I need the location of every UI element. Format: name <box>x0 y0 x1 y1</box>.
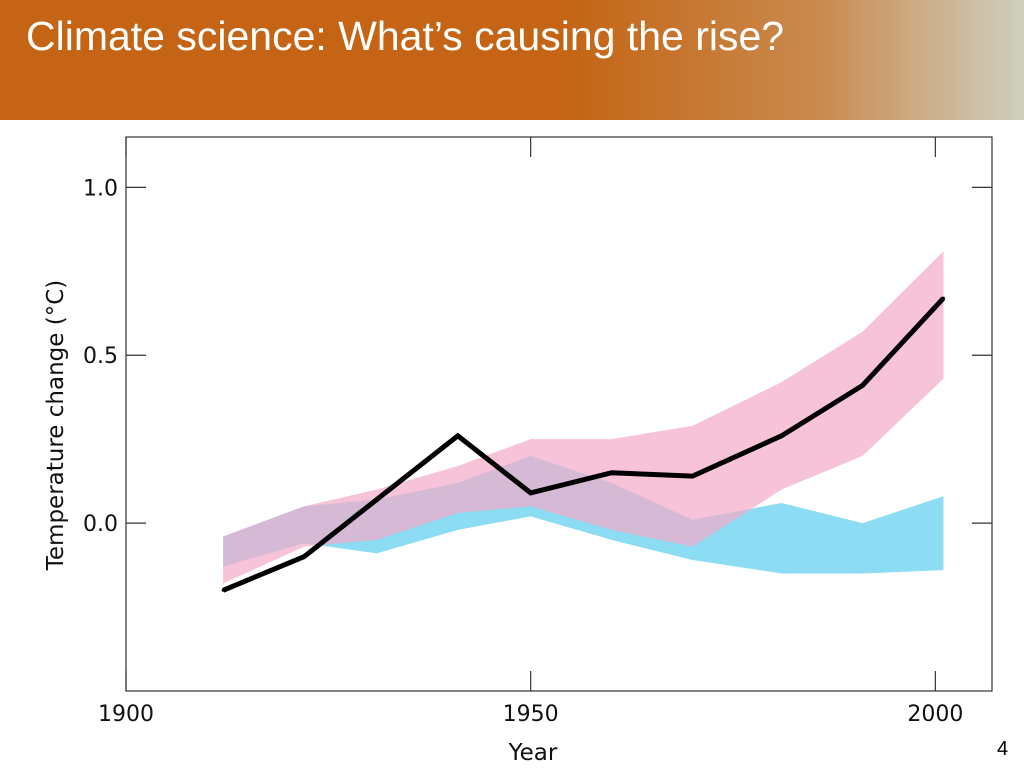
plot-frame <box>125 136 993 692</box>
model-bands <box>223 251 944 584</box>
observed-point-7 <box>861 383 865 387</box>
observed-point-4 <box>610 471 614 475</box>
x-tick-label-0: 1900 <box>98 702 154 727</box>
axis-ticks <box>125 137 992 691</box>
observed-point-6 <box>780 434 784 438</box>
observed-point-0 <box>221 588 225 592</box>
observed-point-3 <box>529 491 533 495</box>
y-tick-label-1: 0.5 <box>83 344 118 369</box>
x-tick-label-1: 1950 <box>503 702 559 727</box>
y-tick-label-2: 1.0 <box>83 176 118 201</box>
observed-point-2 <box>456 434 460 438</box>
x-tick-label-2: 2000 <box>907 702 963 727</box>
observed-point-5 <box>691 474 695 478</box>
slide-number: 4 <box>997 738 1009 760</box>
title-banner: Climate science: What’s causing the rise… <box>0 0 1024 120</box>
slide-title: Climate science: What’s causing the rise… <box>26 13 785 59</box>
y-axis-title: Temperature change (°C) <box>43 280 69 571</box>
observed-point-8 <box>941 296 945 300</box>
x-axis-title: Year <box>508 740 558 766</box>
y-tick-label-0: 0.0 <box>83 512 118 537</box>
observed-lines <box>221 296 946 593</box>
observed-point-1 <box>302 555 306 559</box>
axis-tick-labels: 0.0 0.5 1.0 1900 1950 2000 <box>83 176 963 727</box>
band-1 <box>223 251 944 584</box>
